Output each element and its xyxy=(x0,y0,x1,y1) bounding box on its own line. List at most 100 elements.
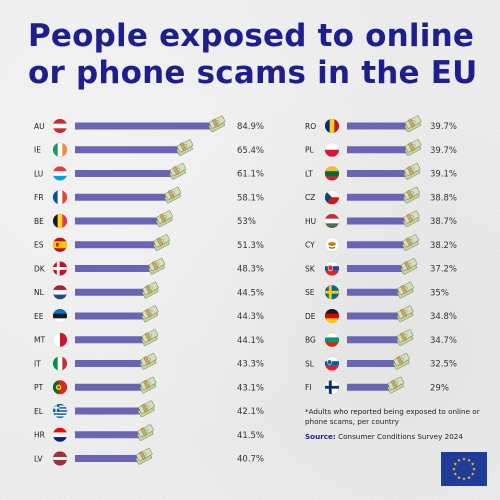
flag-lu-icon xyxy=(53,166,67,181)
flag-fr-icon xyxy=(53,190,67,205)
bar-hr xyxy=(75,431,144,439)
bar-el xyxy=(75,407,145,415)
flag-pl-icon xyxy=(325,142,339,157)
country-code-nl: NL xyxy=(34,288,45,297)
country-code-bg: BG xyxy=(305,336,316,345)
money-lu-icon xyxy=(169,163,187,180)
money-dk-icon xyxy=(148,258,165,275)
country-code-ie: IE xyxy=(34,146,41,155)
bar-cy xyxy=(347,241,409,249)
flag-ie-icon xyxy=(53,142,67,157)
chart-title: People exposed to online or phone scams … xyxy=(28,18,478,91)
flag-es-icon xyxy=(53,237,67,252)
value-label-sl: 32.5% xyxy=(430,360,457,370)
value-label-hr: 41.5% xyxy=(237,431,264,441)
flag-lt-icon xyxy=(325,166,339,181)
flag-de-icon xyxy=(325,309,339,323)
flag-dk-icon xyxy=(53,261,67,276)
money-ro-icon xyxy=(404,115,422,133)
bar-au xyxy=(75,122,215,130)
money-bg-icon xyxy=(396,329,414,346)
country-code-pt: PT xyxy=(34,383,44,392)
bar-sl xyxy=(347,360,400,367)
money-fi-icon xyxy=(387,376,405,394)
bar-sk xyxy=(347,265,407,272)
bar-se xyxy=(347,288,404,296)
bar-pl xyxy=(347,146,411,154)
money-es-icon xyxy=(153,234,170,251)
value-label-de: 34.8% xyxy=(430,312,457,322)
flag-bg-icon xyxy=(325,332,339,347)
eu-flag-icon xyxy=(441,452,487,486)
money-sl-icon xyxy=(393,353,410,370)
value-label-es: 51.3% xyxy=(237,241,264,251)
country-code-ro: RO xyxy=(305,122,316,131)
value-label-lv: 40.7% xyxy=(237,455,264,465)
bar-hu xyxy=(347,217,410,225)
value-label-se: 35% xyxy=(430,288,449,298)
value-label-hu: 38.7% xyxy=(430,217,457,227)
value-label-mt: 44.1% xyxy=(237,336,264,346)
country-code-au: AU xyxy=(34,122,45,131)
source-line: Source: Consumer Conditions Survey 2024 xyxy=(305,432,495,441)
value-label-au: 84.9% xyxy=(237,122,264,132)
money-sk-icon xyxy=(400,258,418,275)
money-cy-icon xyxy=(402,234,419,251)
country-code-hu: HU xyxy=(305,217,316,226)
bar-cz xyxy=(347,193,410,201)
flag-it-icon xyxy=(53,356,67,371)
value-label-ee: 44.3% xyxy=(237,312,264,322)
value-label-be: 53% xyxy=(237,217,256,227)
money-hr-icon xyxy=(137,424,154,441)
value-label-pl: 39.7% xyxy=(430,146,457,156)
footnote: *Adults who reported being exposed to on… xyxy=(305,407,480,426)
bar-lt xyxy=(347,170,411,177)
value-label-el: 42.1% xyxy=(237,407,264,417)
value-label-fr: 58.1% xyxy=(237,193,264,203)
bar-ee xyxy=(75,312,149,320)
value-label-lu: 61.1% xyxy=(237,170,264,180)
money-de-icon xyxy=(396,305,414,323)
value-label-cy: 38.2% xyxy=(430,241,457,251)
country-code-es: ES xyxy=(34,241,44,250)
money-it-icon xyxy=(140,353,157,370)
value-label-it: 43.3% xyxy=(237,360,264,370)
money-ee-icon xyxy=(141,305,159,323)
bar-fr xyxy=(75,193,171,201)
money-pl-icon xyxy=(404,139,422,156)
country-code-pl: PL xyxy=(305,146,315,155)
bar-bg xyxy=(347,336,403,344)
flag-sk-icon xyxy=(325,261,339,276)
money-el-icon xyxy=(138,400,155,418)
country-code-cz: CZ xyxy=(305,193,315,202)
bar-dk xyxy=(75,265,155,272)
flag-pt-icon xyxy=(53,380,67,395)
flag-cz-icon xyxy=(325,190,339,205)
bar-lv xyxy=(75,455,143,462)
bar-be xyxy=(75,217,163,225)
money-cz-icon xyxy=(403,186,420,204)
money-lv-icon xyxy=(135,448,153,465)
value-label-lt: 39.1% xyxy=(430,170,457,180)
bar-fi xyxy=(347,383,394,391)
country-code-fr: FR xyxy=(34,193,44,202)
country-code-fi: FI xyxy=(305,383,312,392)
flag-hr-icon xyxy=(53,427,67,442)
country-code-lt: LT xyxy=(305,169,313,178)
bar-es xyxy=(75,241,160,249)
flag-el-icon xyxy=(53,404,67,418)
country-code-dk: DK xyxy=(34,264,46,273)
money-mt-icon xyxy=(141,329,159,346)
source-label: Source: xyxy=(305,432,336,441)
flag-au-icon xyxy=(53,119,67,133)
money-hu-icon xyxy=(403,210,420,228)
country-code-el: EL xyxy=(34,407,44,416)
value-label-ie: 65.4% xyxy=(237,146,264,156)
country-code-sl: SL xyxy=(305,359,315,368)
value-label-cz: 38.8% xyxy=(430,193,457,203)
flag-sl-icon xyxy=(325,356,339,371)
country-code-de: DE xyxy=(305,312,316,321)
flag-be-icon xyxy=(53,214,67,228)
bar-nl xyxy=(75,288,149,296)
